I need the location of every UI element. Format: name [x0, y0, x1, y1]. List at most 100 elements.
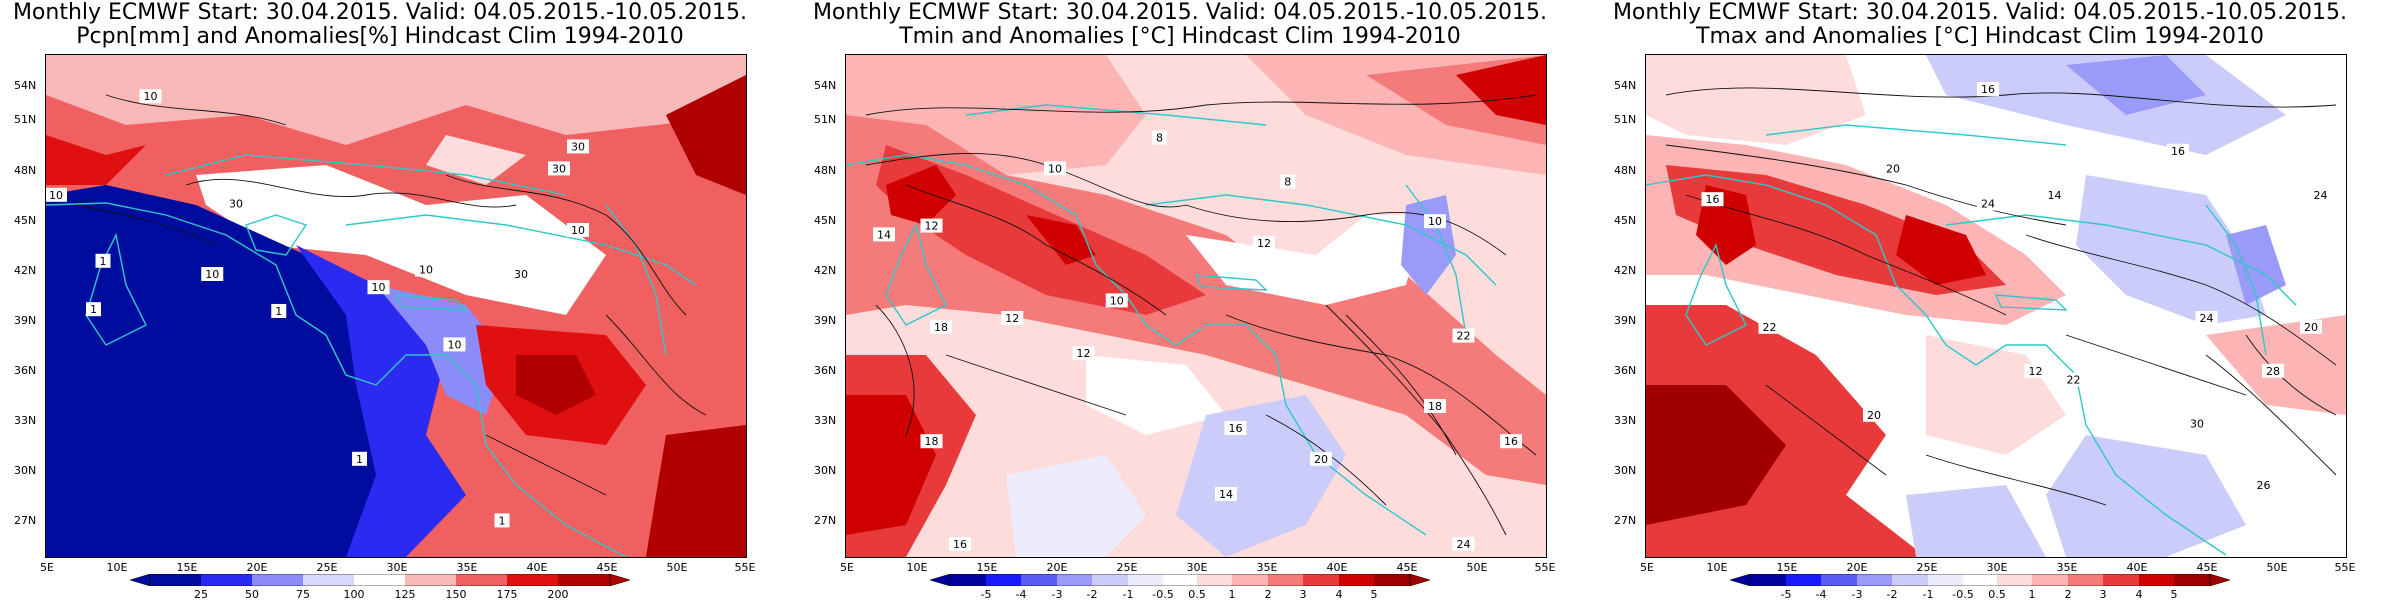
lon-tick: 40E [2126, 561, 2148, 574]
colorbar-label: -1 [1122, 588, 1134, 601]
svg-text:1: 1 [275, 305, 282, 318]
contour-label: 16 [1701, 192, 1724, 207]
contour-label: 12 [920, 218, 943, 233]
lat-tick: 27N [814, 514, 837, 527]
contour-label: 18 [920, 434, 943, 449]
contour-label: 10 [367, 280, 390, 295]
colorbar-label: 75 [296, 588, 310, 601]
panel-title-line2: Tmax and Anomalies [°C] Hindcast Clim 19… [1696, 24, 2264, 49]
lon-tick: 55E [2334, 561, 2356, 574]
contour-label: 24 [2195, 311, 2218, 325]
contour-label: 12 [1072, 346, 1095, 361]
contour-label: 12 [1001, 311, 1024, 325]
contour-label: 10 [46, 187, 67, 202]
contour-label: 8 [1280, 174, 1296, 189]
contour-label: 1 [95, 253, 111, 268]
colorbar-label: 175 [496, 588, 518, 601]
colorbar-label: 2 [2064, 588, 2072, 601]
svg-text:24: 24 [2314, 189, 2328, 202]
svg-text:20: 20 [1867, 409, 1881, 422]
contour-label: 16 [949, 537, 971, 551]
contour-label: 20 [2300, 319, 2322, 334]
contour-label: 18 [930, 319, 952, 334]
lat-tick: 54N [814, 79, 837, 92]
colorbar-label: 5 [2170, 588, 2178, 601]
svg-text:10: 10 [144, 90, 158, 103]
colorbar-label: -5 [980, 588, 992, 601]
lon-tick: 10E [1706, 561, 1728, 574]
colorbar-label: -4 [1815, 588, 1827, 601]
lat-tick: 48N [814, 164, 837, 177]
lat-tick: 27N [1614, 514, 1637, 527]
lat-tick: 51N [1614, 113, 1637, 126]
contour-label: 10 [567, 223, 589, 237]
contour-label: 10 [1424, 214, 1446, 229]
colorbar-label: -4 [1015, 588, 1027, 601]
lon-tick: 40E [526, 561, 548, 574]
contour-label: 1 [494, 513, 510, 528]
colorbar-label: 1 [1228, 588, 1236, 601]
colorbar-label: 200 [547, 588, 569, 601]
tmax-anomaly-map: 16 16 16 20 22 24 14 12 22 20 24 26 30 28 20 24 [1645, 54, 2347, 558]
contour-label: 30 [548, 161, 570, 176]
svg-text:12: 12 [1257, 237, 1271, 250]
colorbar-label: 2 [1264, 588, 1272, 601]
colorbar-label: -3 [1851, 588, 1863, 601]
svg-text:12: 12 [1077, 347, 1091, 360]
contour-label: 10 [415, 262, 437, 277]
lon-tick: 35E [2056, 561, 2078, 574]
contour-label: 24 [2309, 187, 2332, 202]
contour-label: 16 [2167, 143, 2189, 158]
svg-text:10: 10 [372, 281, 386, 294]
contour-label: 22 [1758, 319, 1781, 334]
lon-tick: 20E [1846, 561, 1868, 574]
colorbar-label: 3 [1299, 588, 1307, 601]
tmin-anomaly-map: 8 8 10 12 14 12 10 12 12 18 16 14 18 20 16 18 16 24 22 10 [845, 54, 1547, 558]
lat-tick: 45N [14, 214, 37, 227]
lat-tick: 30N [14, 464, 37, 477]
svg-text:8: 8 [1156, 132, 1163, 145]
lat-tick: 54N [1614, 79, 1637, 92]
svg-text:20: 20 [2304, 321, 2318, 334]
contour-label: 24 [1977, 196, 1999, 211]
contour-label: 8 [1152, 130, 1167, 145]
lon-tick: 30E [1186, 561, 1208, 574]
svg-text:1: 1 [499, 514, 506, 527]
lat-tick: 45N [814, 214, 837, 227]
lat-tick: 27N [14, 514, 37, 527]
svg-text:1: 1 [90, 303, 97, 316]
lon-tick: 15E [976, 561, 998, 574]
lon-tick: 10E [106, 561, 128, 574]
colorbar-label: -0.5 [1152, 588, 1174, 601]
lat-tick: 36N [14, 364, 37, 377]
colorbar-label: 25 [194, 588, 208, 601]
colorbar-label: 0.5 [1988, 588, 2006, 601]
svg-text:12: 12 [925, 220, 939, 233]
contour-label: 20 [1310, 451, 1332, 466]
svg-text:24: 24 [2200, 312, 2214, 325]
lon-tick: 20E [1046, 561, 1068, 574]
tmax-colorbar [1730, 574, 2230, 586]
lon-tick: 50E [2266, 561, 2288, 574]
svg-text:20: 20 [1886, 162, 1900, 175]
svg-text:16: 16 [1706, 193, 1720, 206]
colorbar-label: 150 [445, 588, 467, 601]
svg-text:30: 30 [514, 268, 528, 281]
panel-title-line2: Pcpn[mm] and Anomalies[%] Hindcast Clim … [76, 24, 684, 49]
lon-tick: 25E [1916, 561, 1938, 574]
tmax-panel: Monthly ECMWF Start: 30.04.2015. Valid: … [1600, 0, 2360, 601]
lat-tick: 39N [1614, 314, 1637, 327]
svg-text:30: 30 [571, 140, 585, 153]
lon-tick: 20E [246, 561, 268, 574]
lon-tick: 55E [1534, 561, 1556, 574]
svg-text:10: 10 [1428, 215, 1442, 228]
svg-text:16: 16 [2171, 145, 2185, 158]
svg-text:10: 10 [419, 264, 433, 277]
svg-text:30: 30 [2190, 418, 2204, 431]
lat-tick: 39N [14, 314, 37, 327]
lon-tick: 15E [1776, 561, 1798, 574]
lon-tick: 50E [1466, 561, 1488, 574]
contour-label: 26 [2252, 478, 2275, 493]
colorbar-label: 4 [2135, 588, 2143, 601]
lat-tick: 54N [14, 79, 37, 92]
